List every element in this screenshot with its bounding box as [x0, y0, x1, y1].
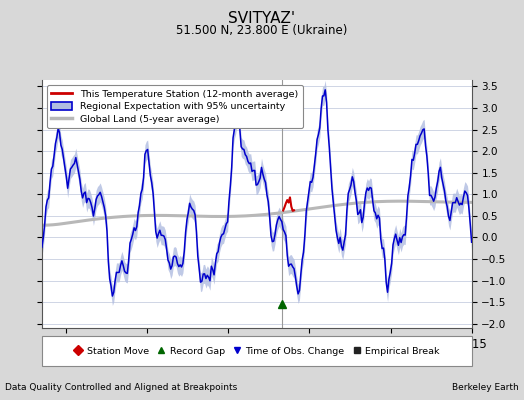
Text: Data Quality Controlled and Aligned at Breakpoints: Data Quality Controlled and Aligned at B…	[5, 383, 237, 392]
Text: Berkeley Earth: Berkeley Earth	[452, 383, 519, 392]
Text: SVITYAZ': SVITYAZ'	[228, 11, 296, 26]
Legend: This Temperature Station (12-month average), Regional Expectation with 95% uncer: This Temperature Station (12-month avera…	[47, 85, 303, 128]
Text: 51.500 N, 23.800 E (Ukraine): 51.500 N, 23.800 E (Ukraine)	[176, 24, 348, 37]
Legend: Station Move, Record Gap, Time of Obs. Change, Empirical Break: Station Move, Record Gap, Time of Obs. C…	[70, 343, 444, 359]
Y-axis label: Temperature Anomaly (°C): Temperature Anomaly (°C)	[523, 134, 524, 274]
FancyBboxPatch shape	[42, 336, 472, 366]
